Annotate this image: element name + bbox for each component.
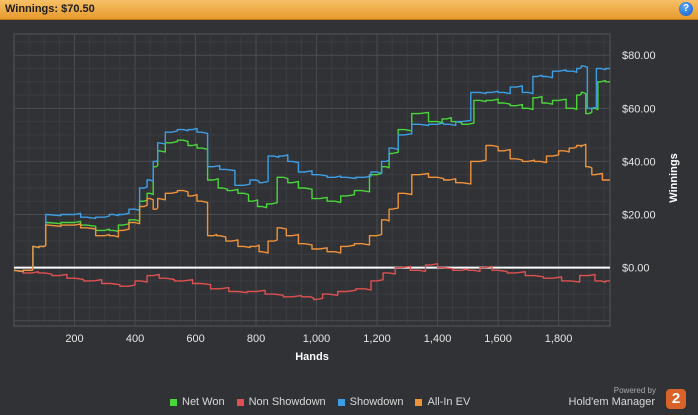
powered-by-text: Powered by	[613, 386, 656, 395]
y-axis-label: Winnings	[668, 153, 680, 202]
help-icon[interactable]: ?	[679, 2, 693, 16]
x-tick-label: 200	[65, 333, 83, 345]
legend-item-net-won[interactable]: Net Won	[170, 396, 225, 408]
x-tick-label: 600	[186, 333, 204, 345]
title-bar: Winnings: $70.50 ?	[0, 0, 698, 20]
x-tick-label: 1,000	[303, 333, 331, 345]
series-line-showdown	[13, 65, 610, 273]
y-tick-label: $0.00	[622, 263, 650, 275]
brand-name: Hold'em Manager	[568, 396, 655, 408]
y-tick-label: $80.00	[622, 50, 656, 62]
y-tick-label: $60.00	[622, 103, 656, 115]
legend-item-non-showdown[interactable]: Non Showdown	[236, 396, 326, 408]
series-line-all-in-ev	[13, 143, 610, 273]
x-tick-label: 400	[126, 333, 144, 345]
y-tick-label: $40.00	[622, 156, 656, 168]
y-tick-label: $20.00	[622, 210, 656, 222]
series-lines	[13, 65, 610, 301]
plot-area	[13, 33, 611, 327]
hm2-logo: 2	[666, 389, 686, 409]
x-tick-label: 1,200	[363, 333, 391, 345]
legend-label: Non Showdown	[248, 396, 326, 408]
series-line-non-showdown	[13, 263, 610, 301]
x-tick-label: 1,600	[484, 333, 512, 345]
winnings-chart: 200 400 600 800 1,000 1,200 1,400 1,600 1,800 $0…	[13, 33, 680, 363]
legend-swatch	[415, 398, 423, 406]
x-axis-ticks: 200 400 600 800 1,000 1,200 1,400 1,600 1,800	[65, 333, 572, 345]
legend-label: Showdown	[349, 396, 404, 408]
legend-label: All-In EV	[427, 396, 471, 408]
legend-swatch	[170, 398, 177, 406]
legend-swatch	[337, 398, 345, 406]
x-axis-label: Hands	[295, 351, 329, 363]
legend-item-all-in-ev[interactable]: All-In EV	[415, 396, 470, 408]
winnings-title: Winnings: $70.50	[5, 3, 95, 15]
x-tick-label: 800	[247, 333, 265, 345]
x-tick-label: 1,800	[545, 333, 573, 345]
chart-legend: Net Won Non Showdown Showdown All-In EV	[170, 396, 470, 408]
legend-label: Net Won	[182, 396, 225, 408]
x-tick-label: 1,400	[424, 333, 452, 345]
legend-item-showdown[interactable]: Showdown	[337, 396, 404, 408]
legend-swatch	[236, 398, 244, 406]
y-axis-ticks: $0.00 $20.00 $40.00 $60.00 $80.00	[622, 50, 656, 274]
